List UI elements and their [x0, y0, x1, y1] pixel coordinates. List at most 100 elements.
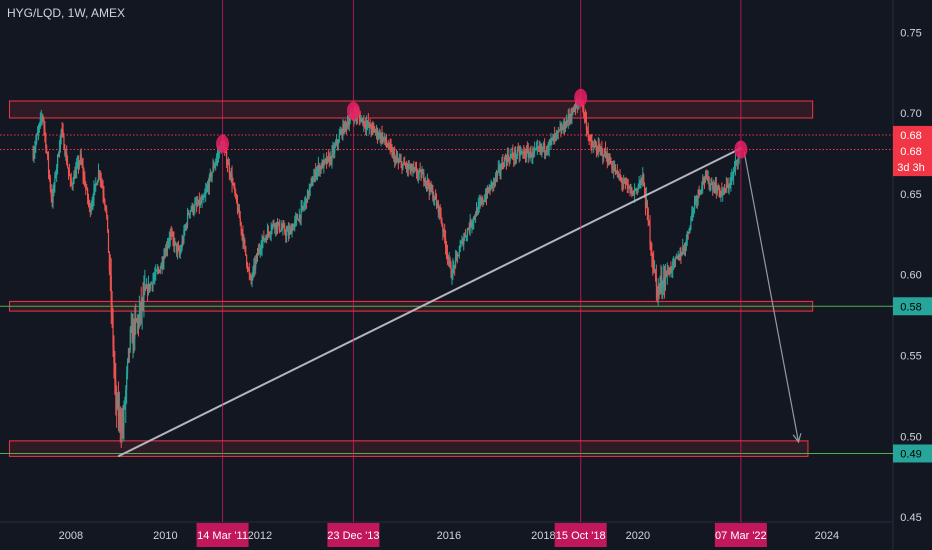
candle-body [396, 158, 399, 162]
candle-body [173, 238, 175, 247]
candle-body [340, 130, 342, 134]
candle-body [93, 188, 95, 201]
candle-body [365, 125, 367, 128]
candle-body [588, 137, 590, 139]
candle-body [195, 202, 197, 205]
candle-body [245, 245, 247, 255]
candle-body [339, 133, 341, 136]
candle-body [122, 422, 124, 428]
candle-body [626, 184, 628, 186]
candle-body [716, 189, 718, 193]
candle-body [216, 158, 218, 162]
candle-body [317, 165, 319, 169]
candle-body [101, 181, 103, 188]
candle-body [206, 185, 209, 189]
candle-body [41, 115, 43, 118]
candle-body [675, 257, 677, 259]
candle-body [509, 155, 511, 162]
candle-body [435, 199, 438, 206]
candle-body [327, 156, 329, 158]
candle-body [409, 164, 411, 168]
candle-body [411, 169, 413, 171]
candle-body [440, 214, 442, 222]
candle-body [726, 184, 728, 186]
candle-body [446, 251, 449, 258]
candle-body [39, 118, 41, 124]
candle-body [45, 134, 47, 149]
candle-body [116, 395, 118, 409]
candle-body [87, 198, 90, 203]
candle-body [405, 165, 407, 167]
candle-body [705, 174, 707, 177]
candle-body [196, 202, 198, 205]
candle-body [471, 223, 473, 227]
candle-body [115, 380, 117, 396]
candle-body [484, 200, 486, 202]
candle-body [114, 363, 116, 381]
candle-body [591, 142, 593, 146]
candle-body [584, 114, 586, 117]
candle-body [230, 173, 232, 177]
candle-body [73, 174, 75, 184]
candle-body [526, 149, 528, 151]
candle-body [86, 188, 88, 190]
candle-body [168, 239, 170, 242]
candle-body [458, 251, 460, 257]
candle-body [126, 373, 128, 390]
candle-body [47, 152, 49, 158]
candle-body [345, 121, 347, 124]
candle-body [388, 143, 390, 148]
candle-body [283, 226, 285, 228]
candle-body [433, 199, 435, 201]
candle-body [372, 125, 374, 127]
candle-body [267, 230, 270, 233]
candle-body [562, 128, 564, 130]
candle-body [486, 188, 488, 198]
candle-body [199, 201, 201, 207]
candle-body [604, 149, 606, 157]
candle-body [189, 210, 191, 214]
candle-body [57, 154, 60, 156]
x-tick-label: 2008 [59, 530, 83, 542]
candle-body [77, 161, 80, 167]
candle-body [668, 272, 670, 275]
candle-body [673, 259, 676, 261]
candle-body [378, 132, 380, 137]
candle-body [448, 259, 450, 261]
event-date-label: 23 Dec '13 [327, 530, 379, 542]
candle-body [444, 229, 446, 239]
candle-body [441, 221, 443, 226]
candle-body [414, 168, 416, 170]
candle-body [196, 204, 199, 206]
candle-body [476, 208, 478, 214]
candle-body [301, 206, 303, 208]
candle-body [347, 123, 349, 126]
candle-body [374, 128, 376, 133]
candle-body [648, 221, 650, 225]
candle-body [678, 254, 680, 259]
candle-body [290, 228, 292, 235]
candle-body [461, 239, 463, 243]
candle-body [442, 225, 444, 232]
candle-body [553, 135, 555, 141]
candle-body [365, 123, 368, 128]
candle-body [84, 176, 86, 187]
candle-body [319, 166, 321, 172]
candle-body [657, 285, 659, 297]
candle-body [536, 147, 538, 149]
y-tick-label: 0.45 [900, 512, 921, 524]
candle-body [557, 130, 559, 132]
candle-body [381, 133, 383, 141]
candle-body [295, 216, 298, 219]
candle-body [305, 198, 308, 203]
y-tick-label: 0.75 [900, 27, 921, 39]
candle-body [253, 264, 255, 270]
candle-body [126, 360, 129, 374]
candle-body [660, 277, 662, 284]
symbol-label: HYG/LQD, 1W, AMEX [7, 6, 126, 20]
candle-body [494, 174, 497, 181]
candle-body [240, 222, 242, 231]
candle-body [505, 158, 508, 163]
candle-body [398, 161, 400, 163]
